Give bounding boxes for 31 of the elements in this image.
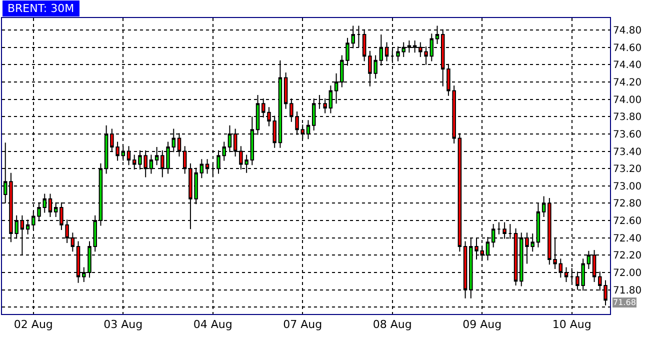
y-tick-label: 74.80 <box>613 26 642 37</box>
y-tick-label: 73.60 <box>613 129 642 140</box>
text: 71.68 <box>613 298 636 307</box>
y-tick-label: 73.00 <box>613 181 642 192</box>
y-tick-label: 74.00 <box>613 94 642 106</box>
candlestick <box>284 72 288 110</box>
y-tick-label: 73.40 <box>613 146 642 158</box>
candlestick <box>497 222 501 235</box>
candlestick <box>542 196 546 218</box>
candlestick <box>205 158 210 174</box>
x-tick-label: 03 Aug <box>104 318 143 332</box>
chart-title: BRENT: 30M <box>4 2 78 15</box>
y-tick-label: 72.00 <box>613 268 642 279</box>
x-tick-label: 07 Aug <box>283 318 322 332</box>
x-tick-label: 09 Aug <box>462 318 502 332</box>
y-tick-label: 71.80 <box>613 285 642 296</box>
y-tick-label: 74.40 <box>613 60 642 72</box>
y-tick-label: 72.40 <box>613 233 642 244</box>
y-tick-label: 73.80 <box>613 112 642 124</box>
y-tick-label: 72.80 <box>613 198 642 210</box>
x-tick-label: 02 Aug <box>14 318 53 332</box>
x-tick-label: 04 Aug <box>193 318 232 332</box>
candlestick <box>463 240 468 299</box>
candlestick <box>200 158 204 179</box>
y-tick-label: 72.60 <box>613 216 642 228</box>
x-tick-label: 10 Aug <box>552 318 592 332</box>
x-tick-label: 08 Aug <box>372 318 412 332</box>
y-tick-label: 74.60 <box>613 42 642 54</box>
y-tick-label: 72.20 <box>613 250 642 262</box>
y-tick-label: 74.20 <box>613 78 642 89</box>
y-tick-label: 73.20 <box>613 164 642 176</box>
